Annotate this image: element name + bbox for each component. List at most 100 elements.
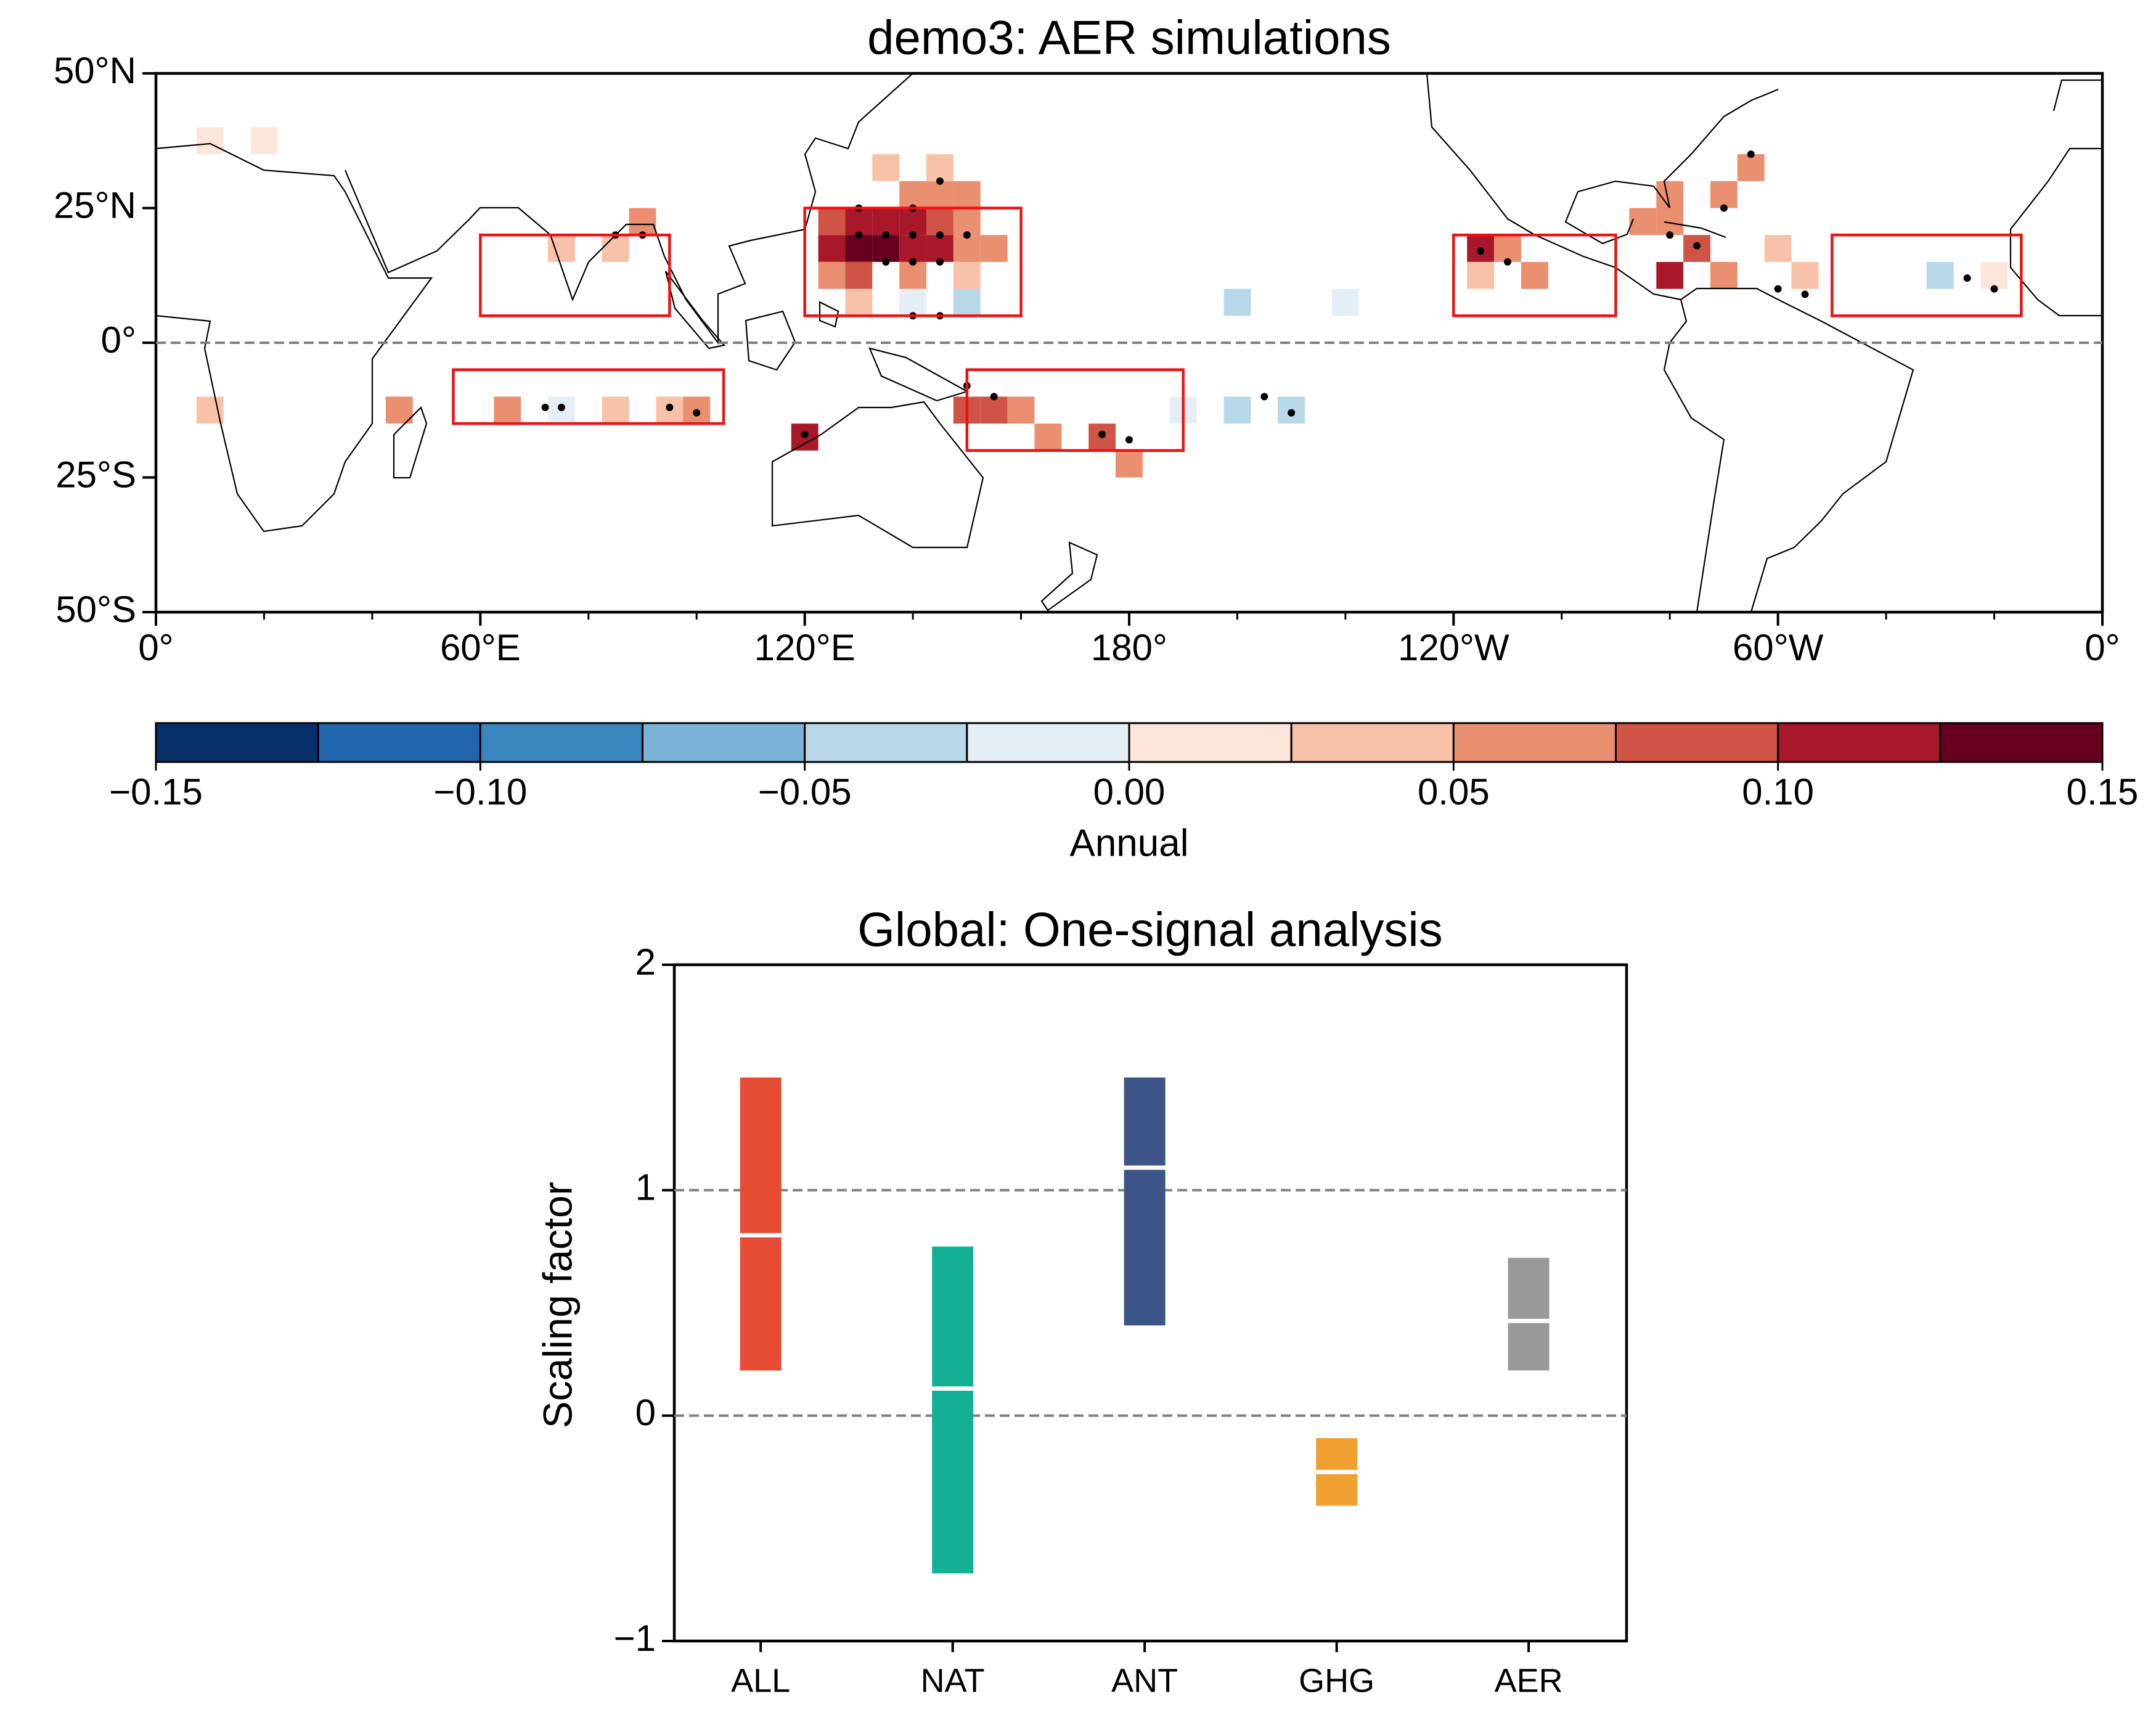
map-cell bbox=[953, 181, 981, 208]
map-cell bbox=[926, 235, 953, 262]
range-bar bbox=[740, 1077, 782, 1371]
colorbar-segment bbox=[966, 722, 1130, 763]
significance-dot bbox=[1720, 204, 1728, 212]
map-cell bbox=[899, 181, 927, 208]
significance-dot bbox=[963, 231, 971, 239]
map-cell bbox=[1223, 289, 1251, 316]
map-title: demo3: AER simulations bbox=[867, 10, 1391, 65]
significance-dot bbox=[909, 231, 917, 239]
chart-title: Global: One-signal analysis bbox=[857, 903, 1442, 957]
map-cell bbox=[845, 289, 873, 316]
map-cell bbox=[602, 235, 629, 262]
y-tick-label: −1 bbox=[614, 1618, 656, 1659]
coastline bbox=[1564, 88, 1914, 612]
map-cell bbox=[926, 181, 953, 208]
map-cell bbox=[872, 208, 900, 235]
map-cell bbox=[1737, 154, 1765, 181]
map-cell bbox=[899, 289, 927, 316]
map-cell bbox=[1034, 424, 1062, 451]
map-cell bbox=[1331, 289, 1359, 316]
map-cell bbox=[899, 235, 927, 262]
y-tick-label: 2 bbox=[635, 941, 656, 983]
region-box bbox=[803, 207, 1023, 317]
significance-dot bbox=[1125, 436, 1133, 444]
significance-dot bbox=[1774, 285, 1782, 293]
significance-dot bbox=[1963, 274, 1971, 282]
map-cell bbox=[1467, 261, 1495, 289]
x-tick-label: AER bbox=[1495, 1662, 1563, 1699]
map-cell bbox=[602, 396, 629, 424]
map-cell bbox=[1521, 261, 1548, 289]
colorbar-segment bbox=[1939, 722, 2104, 763]
map-cell bbox=[953, 235, 981, 262]
region-box bbox=[1452, 233, 1617, 317]
x-tick-label: 120°W bbox=[1398, 627, 1509, 668]
map-cell bbox=[818, 261, 846, 289]
y-tick-label: 25°N bbox=[54, 184, 136, 226]
significance-dot bbox=[1504, 258, 1512, 266]
region-box bbox=[965, 368, 1185, 452]
colorbar-tick-label: −0.05 bbox=[758, 771, 852, 812]
x-tick-label: 60°E bbox=[440, 627, 521, 668]
significance-dot bbox=[1098, 430, 1106, 438]
x-tick-label: 0° bbox=[138, 627, 173, 668]
significance-dot bbox=[1693, 242, 1701, 250]
coastlines bbox=[156, 73, 2102, 612]
map-cell bbox=[1791, 261, 1819, 289]
range-bar bbox=[1124, 1077, 1166, 1326]
coastline bbox=[664, 271, 969, 402]
y-tick-label: 25°S bbox=[55, 454, 136, 495]
significance-dot bbox=[936, 231, 944, 239]
significance-dot bbox=[855, 231, 863, 239]
significance-dot bbox=[693, 409, 701, 417]
x-tick-label: 180° bbox=[1091, 627, 1167, 668]
region-box bbox=[1831, 233, 2023, 317]
colorbar-tick-label: −0.15 bbox=[109, 771, 203, 812]
coastline bbox=[344, 73, 913, 345]
significance-dot bbox=[1747, 150, 1755, 158]
significance-dot bbox=[666, 403, 674, 411]
significance-dot bbox=[801, 430, 809, 438]
colorbar-segment bbox=[804, 722, 968, 763]
map-cell bbox=[1656, 208, 1684, 235]
significance-dot bbox=[990, 393, 998, 401]
significance-dot bbox=[1801, 290, 1809, 298]
colorbar-segment bbox=[1128, 722, 1292, 763]
x-tick-label: GHG bbox=[1299, 1662, 1374, 1699]
map-cell bbox=[980, 235, 1008, 262]
colorbar-tick-label: 0.10 bbox=[1742, 771, 1814, 812]
significance-dot bbox=[882, 231, 890, 239]
map-cell bbox=[1710, 261, 1737, 289]
map-cell bbox=[1494, 235, 1521, 262]
map-cell bbox=[899, 261, 927, 289]
x-tick-label: ALL bbox=[731, 1662, 790, 1699]
y-tick-label: 50°S bbox=[55, 589, 136, 630]
colorbar-segment bbox=[1615, 722, 1779, 763]
colorbar-segment bbox=[642, 722, 806, 763]
map-cell bbox=[953, 289, 981, 316]
map-cell bbox=[1116, 450, 1143, 478]
map-cell bbox=[818, 235, 846, 262]
map-cell bbox=[1764, 235, 1792, 262]
map-cell bbox=[926, 154, 953, 181]
coastline bbox=[156, 142, 433, 533]
significance-dot bbox=[541, 403, 549, 411]
region-box bbox=[452, 368, 725, 425]
map-cell bbox=[818, 208, 846, 235]
colorbar-label: Annual bbox=[1069, 822, 1188, 864]
x-tick-label: NAT bbox=[921, 1662, 985, 1699]
map-cell bbox=[872, 154, 900, 181]
map-cell bbox=[872, 235, 900, 262]
significance-dot bbox=[909, 258, 917, 266]
map-cell bbox=[953, 261, 981, 289]
x-tick-label: ANT bbox=[1111, 1662, 1178, 1699]
colorbar-segment bbox=[1452, 722, 1617, 763]
map-cell bbox=[250, 127, 278, 155]
colorbar-segment bbox=[155, 722, 319, 763]
map-cell bbox=[845, 235, 873, 262]
colorbar-segment bbox=[479, 722, 643, 763]
y-tick-label: 0° bbox=[101, 319, 136, 361]
significance-dot bbox=[936, 258, 944, 266]
map-cell bbox=[629, 208, 656, 235]
